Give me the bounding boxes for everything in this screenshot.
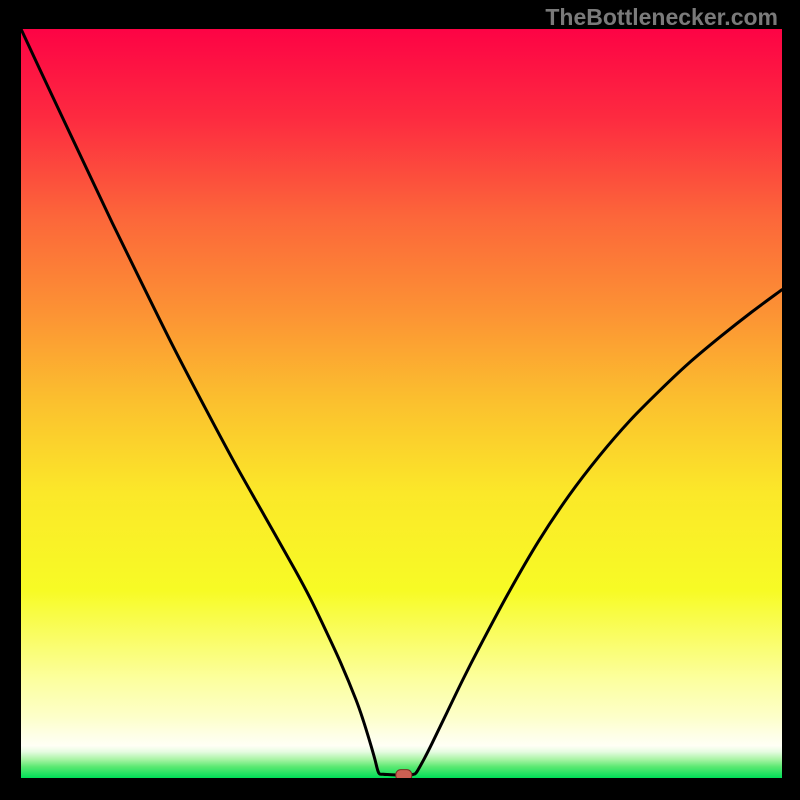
plot-svg [21,29,782,778]
bottleneck-marker [396,770,412,778]
gradient-background [21,29,782,778]
plot-area [21,29,782,778]
watermark-text: TheBottlenecker.com [545,4,778,31]
chart-container: TheBottlenecker.com [0,0,800,800]
